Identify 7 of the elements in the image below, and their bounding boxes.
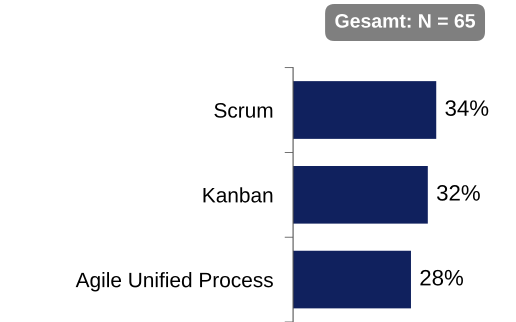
y-tick-label: Scrum (214, 103, 272, 118)
text: Gesamt: N = 65 (335, 14, 476, 28)
y-tick-label: Agile Unified Process (76, 272, 273, 292)
data-label: 28% (420, 270, 463, 286)
y-tick-label: Kanban (204, 187, 272, 203)
data-label: 34% (445, 100, 488, 116)
data-label: 32% (436, 185, 480, 201)
